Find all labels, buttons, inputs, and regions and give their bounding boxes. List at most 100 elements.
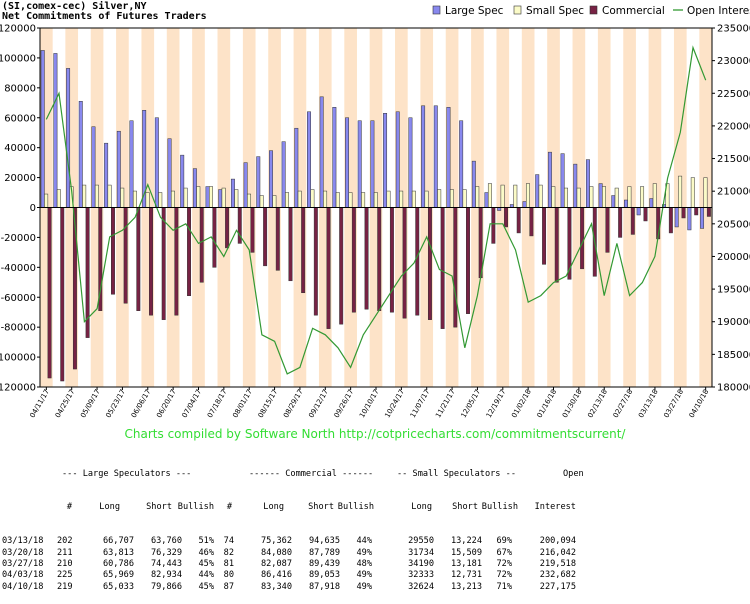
bar-large-spec: [104, 142, 109, 208]
left-tick-label: 60000: [4, 113, 36, 124]
bar-large-spec: [91, 126, 96, 208]
right-tick-label: 220000: [717, 121, 750, 132]
bar-small-spec: [513, 184, 518, 208]
bar-small-spec: [272, 195, 277, 208]
bar-large-spec: [459, 120, 464, 208]
bar-commercial: [681, 207, 686, 219]
bar-large-spec: [332, 107, 337, 208]
bar-commercial: [605, 207, 610, 253]
table-cell: 60,786: [102, 558, 134, 569]
bar-small-spec: [209, 186, 213, 208]
table-cell: 65,033: [102, 581, 134, 592]
bar-commercial: [149, 207, 153, 316]
table-cell: 94,635: [308, 536, 340, 547]
left-tick-label: 120000: [0, 24, 36, 35]
credit-line: Charts compiled by Software North http:/…: [124, 427, 626, 441]
table-cell: 65,969: [102, 570, 134, 581]
bar-commercial: [491, 207, 496, 244]
x-tick-label: 08/15/17: [257, 388, 280, 419]
bar-large-spec: [319, 96, 324, 208]
bar-small-spec: [411, 190, 416, 208]
table-cell: 82,934: [150, 570, 182, 581]
table-cell: 227,175: [539, 581, 576, 592]
bar-large-spec: [307, 111, 311, 208]
column-header: Bullish: [481, 502, 518, 513]
column-header: Short: [146, 502, 172, 513]
bar-commercial: [668, 207, 673, 234]
left-tick-label: -100000: [0, 353, 36, 364]
table-cell: 225: [57, 570, 73, 581]
left-tick-label: -40000: [1, 263, 36, 274]
column-header: Bullish: [337, 502, 374, 513]
x-tick-label: 11/07/17: [409, 388, 432, 419]
bar-small-spec: [703, 177, 708, 208]
column-header: Short: [308, 502, 334, 513]
bar-large-spec: [40, 50, 45, 208]
bar-large-spec: [116, 130, 121, 208]
bar-commercial: [516, 207, 521, 234]
bar-small-spec: [297, 190, 302, 208]
table-cell: 82: [223, 547, 234, 558]
table-cell: 49%: [356, 581, 372, 592]
bar-small-spec: [94, 184, 99, 208]
bar-small-spec: [449, 189, 454, 208]
table-cell: 79,866: [150, 581, 182, 592]
table-cell: 87,918: [308, 581, 340, 592]
bar-small-spec: [614, 187, 619, 208]
bar-small-spec: [107, 184, 112, 208]
table-cell: 67%: [496, 547, 512, 558]
bar-commercial: [161, 207, 166, 320]
legend-small-spec-label: Small Spec: [526, 5, 584, 17]
bar-large-spec: [636, 207, 641, 216]
table-body: 03/13/18 202 66,707 63,760 51% 74 75,362 94,635…: [2, 536, 576, 592]
bar-commercial: [199, 207, 204, 283]
table-cell: 87,789: [308, 547, 340, 558]
table-cell: 89,053: [308, 570, 340, 581]
table-cell: 211: [57, 547, 73, 558]
bar-large-spec: [598, 183, 603, 208]
bar-small-spec: [678, 175, 683, 208]
x-tick-label: 05/23/17: [104, 388, 127, 419]
bar-large-spec: [230, 178, 235, 208]
bar-small-spec: [551, 186, 556, 208]
bar-commercial: [529, 207, 534, 237]
left-tick-label: 0: [30, 203, 36, 214]
bar-commercial: [313, 207, 318, 316]
table-row: 03/20/18 211 63,813 76,329 46% 82 84,080 87,789…: [2, 548, 576, 559]
bar-small-spec: [196, 186, 201, 208]
bar-commercial: [111, 207, 115, 295]
bar-small-spec: [500, 184, 505, 208]
table-cell: 69%: [496, 536, 512, 547]
legend: Large Spec Small Spec Commercial Open Inter…: [432, 5, 750, 17]
x-tick-label: 02/13/18: [586, 388, 609, 419]
open-interest-line: [45, 45, 707, 375]
column-header: Short: [452, 502, 478, 513]
table-cell: 210: [57, 558, 73, 569]
bar-large-spec: [53, 53, 58, 208]
x-tick-label: 04/25/17: [54, 388, 77, 419]
bar-large-spec: [370, 120, 375, 208]
left-tick-label: 40000: [4, 143, 36, 154]
x-tick-label: 10/10/17: [358, 388, 381, 419]
bar-large-spec: [674, 207, 679, 228]
table-cell: 76,329: [150, 547, 182, 558]
table-cell: 46%: [198, 547, 214, 558]
header-small-spec: -- Small Speculators --: [397, 468, 516, 479]
bar-large-spec: [700, 207, 705, 229]
x-tick-label: 11/21/17: [434, 388, 457, 419]
bar-commercial: [694, 207, 699, 216]
bar-small-spec: [56, 189, 61, 208]
header-commercial: ------ Commercial ------: [249, 468, 374, 479]
bar-commercial: [301, 207, 306, 294]
bar-large-spec: [421, 105, 426, 208]
bar-small-spec: [221, 187, 226, 208]
x-tick-label: 02/27/18: [612, 388, 635, 419]
right-tick-label: 205000: [717, 219, 750, 230]
table-row: 03/13/18 202 66,707 63,760 51% 74 75,362 94,635…: [2, 536, 576, 547]
bar-commercial: [504, 207, 508, 228]
header-open: Open: [563, 468, 584, 479]
bar-small-spec: [247, 193, 251, 208]
bar-large-spec: [573, 163, 578, 208]
bar-large-spec: [256, 156, 261, 208]
